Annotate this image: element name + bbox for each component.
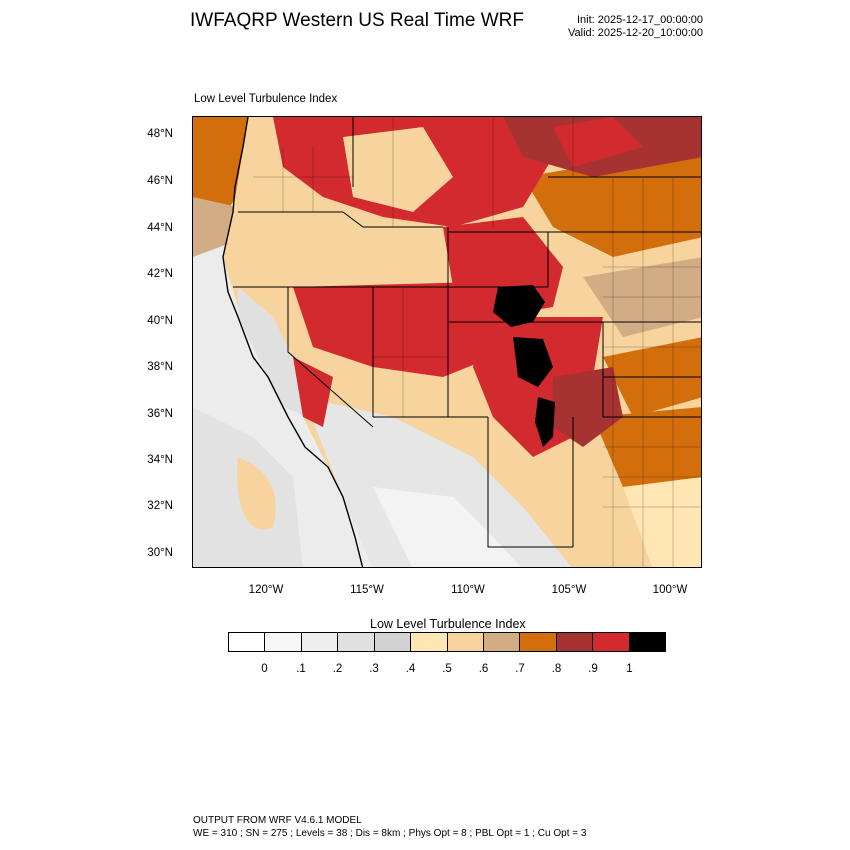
colorbar-label: .9 (588, 663, 598, 675)
field-label: Low Level Turbulence Index (194, 93, 338, 105)
colorbar-label: 0 (261, 663, 268, 675)
lat-tick: 30°N (147, 547, 173, 559)
colorbar-box (374, 633, 412, 651)
colorbar-label: .4 (405, 663, 416, 675)
lat-tick: 38°N (147, 361, 173, 373)
black-cells-sangre (535, 397, 555, 447)
central-valley (238, 287, 308, 417)
pale-inset-north (343, 127, 453, 212)
map-panel (192, 116, 702, 568)
colorbar-box (411, 633, 448, 651)
plains-pale-south (623, 477, 701, 567)
lon-tick: 100°W (652, 584, 688, 596)
colorbar-label: .2 (332, 663, 343, 675)
colorbar (228, 632, 666, 652)
init-time: Init: 2025-12-17_00:00:00 (577, 14, 703, 26)
colorbar-box (229, 633, 266, 651)
colorbar-box (301, 633, 339, 651)
colorbar-box (556, 633, 594, 651)
lat-tick: 34°N (147, 454, 173, 466)
model-info: OUTPUT FROM WRF V4.6.1 MODEL (193, 815, 362, 826)
colorbar-box (483, 633, 521, 651)
colorbar-label: .3 (369, 663, 379, 675)
county-lines (253, 117, 701, 567)
ocean-pale-patch (237, 457, 276, 530)
colorbar-box (447, 633, 484, 651)
red-montana-front (553, 117, 643, 167)
lat-tick: 36°N (147, 408, 173, 420)
colorbar-box (520, 633, 557, 651)
southwest-desert (303, 397, 572, 567)
lon-tick: 120°W (248, 584, 284, 596)
colorbar-box (265, 633, 302, 651)
colorbar-label: .6 (478, 663, 489, 675)
colorbar-box (593, 633, 630, 651)
valid-time: Valid: 2025-12-20_10:00:00 (568, 27, 703, 39)
red-sierra (293, 357, 333, 427)
colorbar-label: .7 (515, 663, 525, 675)
dark-red-colorado (553, 367, 623, 447)
colorbar-label: .1 (296, 663, 306, 675)
colorbar-label: 1 (626, 663, 633, 675)
lat-tick: 42°N (147, 268, 173, 280)
model-config: WE = 310 ; SN = 275 ; Levels = 38 ; Dis … (193, 828, 587, 839)
black-cells-wyoming (493, 285, 545, 327)
lon-tick: 115°W (350, 584, 384, 596)
turbulence-map (193, 117, 701, 567)
plains-orange-north (523, 147, 701, 257)
colorbar-title: Low Level Turbulence Index (370, 617, 526, 631)
colorbar-box (629, 633, 666, 651)
state-borders (233, 117, 701, 548)
black-cells-colorado (513, 337, 553, 387)
desert-light (373, 487, 522, 567)
colorbar-label: .8 (551, 663, 562, 675)
colorbar-label: .5 (442, 663, 452, 675)
colorbar-box (338, 633, 375, 651)
lat-tick: 46°N (147, 175, 173, 187)
lat-tick: 40°N (147, 315, 173, 327)
lon-tick: 110°W (451, 584, 485, 596)
plot-title: IWFAQRP Western US Real Time WRF (190, 10, 524, 31)
coastline (222, 117, 364, 567)
lat-tick: 44°N (147, 222, 173, 234)
lat-tick: 48°N (147, 128, 173, 140)
lat-tick: 32°N (147, 500, 173, 512)
lon-tick: 105°W (551, 584, 587, 596)
